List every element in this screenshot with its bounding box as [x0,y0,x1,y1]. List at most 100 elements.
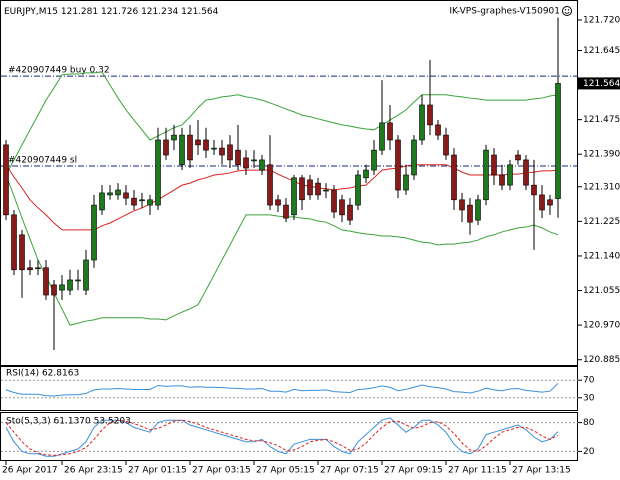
x-tick-label: 27 Apr 07:15 [320,466,379,476]
candle-body [195,139,201,146]
candle-body [75,279,81,282]
x-tick-label: 26 Apr 23:15 [64,466,123,476]
candle-body [371,149,377,171]
indicator-line [5,71,559,176]
candle-body [315,182,321,196]
main-frame [0,0,578,366]
candle-body [507,164,513,186]
x-tick-label: 27 Apr 01:15 [128,466,187,476]
candle-body [171,134,177,141]
candle-body [251,159,257,162]
watermark: IK-VPS-graphes-V150901 [449,7,560,17]
candle-body [363,169,369,179]
candle-body [131,197,137,206]
candle-body [467,204,473,223]
candle-body [147,199,153,206]
y-tick-label: 30 [583,393,595,403]
y-tick-label: 121.140 [583,251,620,261]
candle-body [515,154,521,161]
candle-body [99,192,105,211]
candle-body [91,204,97,261]
candle-body [451,154,457,201]
candle-body [83,259,89,291]
header: EURJPY,M15 121.281 121.726 121.234 121.5… [4,7,219,17]
candle-body [323,189,329,192]
plot-layer: 121.720 121.645 121.475 121.390 121.310 121.2… [1,15,620,476]
x-tick-label: 27 Apr 09:15 [384,466,443,476]
candle-body [339,199,345,216]
order-label: #420907449 sl [8,156,77,166]
ohlc-high: 121.726 [101,7,138,17]
stoch-frame [0,412,578,461]
candle-body [19,234,25,271]
candle-body [523,159,529,186]
rsi-label: RSI(14) 62.8163 [6,369,79,379]
ohlc-open: 121.281 [61,7,98,17]
candle-body [291,177,297,216]
candle-body [299,177,305,201]
y-tick-label: 121.475 [583,115,620,125]
y-tick-label: 80 [583,418,595,428]
candle-body [475,199,481,221]
indicator-line [5,419,559,456]
indicator-line [5,164,559,231]
symbol: EURJPY,M15 [4,7,58,17]
candle-body [387,122,393,141]
candle-body [491,154,497,176]
candle-body [227,144,233,161]
current-price: 121.564 [583,79,620,89]
candle-body [267,164,273,206]
y-tick-label: 121.720 [583,15,620,25]
candle-body [107,192,113,196]
x-tick-label: 26 Apr 2017 [2,466,58,476]
candle-body [427,104,433,126]
candle-body [499,174,505,186]
candle-body [459,199,465,211]
candle-body [275,199,281,206]
x-tick-label: 27 Apr 13:15 [512,466,571,476]
candle-body [59,284,65,291]
candle-body [483,149,489,201]
rsi-frame [0,366,578,411]
indicator-line [5,174,559,326]
candle-body [219,147,225,156]
candle-body [555,83,561,199]
candle-body [27,267,33,271]
candle-body [155,139,161,206]
candle-body [243,157,249,169]
y-tick-label: 120.885 [583,355,620,365]
candle-body [211,147,217,150]
candle-body [307,179,313,196]
candle-body [403,174,409,191]
smiley-icon [562,6,572,16]
candle-body [115,189,121,196]
y-tick-label: 121.645 [583,46,620,56]
ohlc-close: 121.564 [181,7,218,17]
candle-body [283,204,289,219]
x-tick-label: 27 Apr 11:15 [448,466,507,476]
y-tick-label: 121.310 [583,182,620,192]
y-tick-label: 121.055 [583,286,620,296]
order-label: #420907449 buy 0.32 [8,66,110,76]
candle-body [547,199,553,206]
candle-body [35,267,41,270]
y-tick-label: 70 [583,376,595,386]
x-tick-label: 27 Apr 05:15 [256,466,315,476]
candle-body [139,199,145,202]
candle-body [187,134,193,161]
candle-body [435,124,441,136]
candle-body [347,204,353,221]
y-tick-label: 120.970 [583,321,620,331]
indicator-line [5,417,559,457]
candle-body [203,139,209,151]
y-tick-label: 121.390 [583,150,620,160]
candle-body [443,134,449,156]
candle-body [123,192,129,199]
candle-body [355,174,361,206]
candle-body [11,214,17,271]
candle-body [331,189,337,213]
candle-body [235,149,241,166]
candle-body [419,104,425,141]
